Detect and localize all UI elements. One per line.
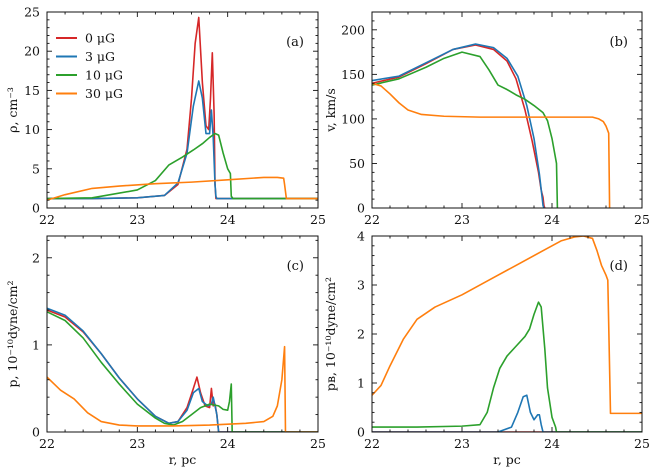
y-axis-label: p, 10⁻¹⁰dyne/cm² <box>5 280 20 387</box>
panel-c: 22 23 24 25 0 1 2 p, 10⁻¹⁰dyne/cm² r, pc (c) <box>5 235 326 467</box>
x-tick-label: 22 <box>364 436 380 451</box>
plot-frame <box>46 11 319 209</box>
legend-label: 3 μG <box>85 49 115 64</box>
x-tick-label: 25 <box>310 212 326 227</box>
x-tick-label: 25 <box>310 436 326 451</box>
y-tick-label: 0 <box>32 201 40 216</box>
panel-b: 22 23 24 25 0 50 100 150 200 v, km/s (b) <box>323 11 650 227</box>
plot-frame <box>46 235 319 433</box>
y-tick-label: 0 <box>32 425 40 440</box>
y-tick-label: 1 <box>32 337 40 352</box>
y-tick-label: 0 <box>357 425 365 440</box>
y-axis-label: pʙ, 10⁻¹⁰dyne/cm² <box>323 277 338 391</box>
y-tick-label: 100 <box>341 111 365 126</box>
y-axis-label: v, km/s <box>323 88 338 133</box>
series-line-10uG <box>372 51 559 208</box>
series-line-30uG <box>372 236 642 415</box>
series-line-3uG <box>372 43 545 208</box>
series-line-10uG <box>47 311 318 432</box>
y-tick-label: 15 <box>24 83 40 98</box>
panel-tag: (d) <box>610 259 628 274</box>
x-tick-label: 22 <box>364 212 380 227</box>
panel-tag: (c) <box>287 259 304 274</box>
x-tick-label: 24 <box>220 436 236 451</box>
y-tick-label: 50 <box>349 156 365 171</box>
x-axis-label: r, pc <box>493 452 521 467</box>
series-line-0uG <box>372 44 546 208</box>
y-tick-label: 5 <box>32 161 40 176</box>
x-axis-label: r, pc <box>169 452 197 467</box>
y-axis-label: ρ, cm⁻³ <box>5 87 20 133</box>
x-tick-label: 22 <box>39 436 55 451</box>
legend-label: 10 μG <box>85 68 123 83</box>
panel-tag: (a) <box>286 35 304 50</box>
x-tick-label: 23 <box>454 436 470 451</box>
y-tick-label: 200 <box>341 22 365 37</box>
x-tick-label: 25 <box>634 436 650 451</box>
y-tick-label: 1 <box>357 376 365 391</box>
series-line-3uG <box>372 394 642 432</box>
legend-label: 0 μG <box>85 31 115 46</box>
legend-label: 30 μG <box>85 86 123 101</box>
plot-frame <box>371 11 643 209</box>
y-tick-label: 3 <box>357 278 365 293</box>
y-tick-label: 150 <box>341 67 365 82</box>
x-tick-label: 24 <box>544 436 560 451</box>
x-tick-label: 25 <box>634 212 650 227</box>
series-line-3uG <box>47 80 318 200</box>
panel-a: 22 23 24 25 0 5 10 15 20 25 ρ, cm⁻³ (a) 0 μG 3 μG 10 μ… <box>5 5 326 228</box>
series-line-30uG <box>47 176 318 201</box>
panel-tag: (b) <box>610 35 628 50</box>
series-line-30uG <box>47 345 318 432</box>
y-tick-label: 20 <box>24 44 40 59</box>
x-tick-label: 24 <box>544 212 560 227</box>
series-line-10uG <box>372 301 642 432</box>
y-tick-label: 10 <box>24 122 40 137</box>
y-tick-label: 4 <box>357 229 365 244</box>
x-tick-label: 23 <box>129 436 145 451</box>
series-line-30uG <box>372 82 611 208</box>
y-tick-label: 2 <box>32 250 40 265</box>
legend: 0 μG 3 μG 10 μG 30 μG <box>56 31 123 101</box>
x-tick-label: 23 <box>454 212 470 227</box>
y-tick-label: 2 <box>357 327 365 342</box>
x-tick-label: 23 <box>129 212 145 227</box>
y-tick-label: 0 <box>357 201 365 216</box>
x-tick-label: 22 <box>39 212 55 227</box>
x-tick-label: 24 <box>220 212 236 227</box>
y-tick-label: 25 <box>24 5 40 20</box>
